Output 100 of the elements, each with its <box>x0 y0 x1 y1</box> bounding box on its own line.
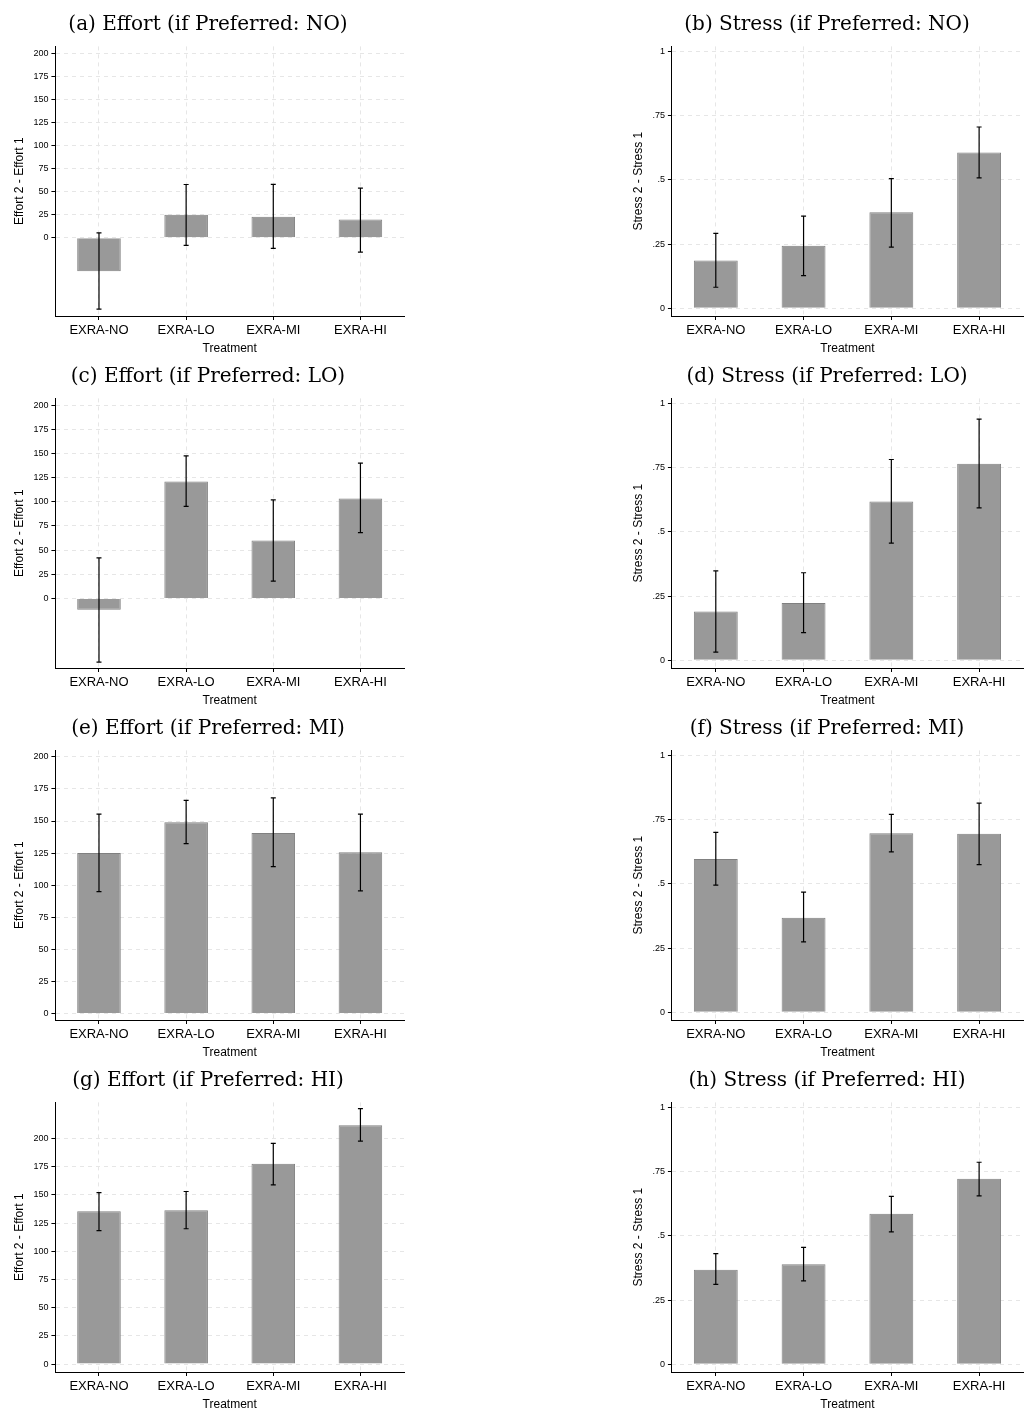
y-axis-title: Stress 2 - Stress 1 <box>630 483 645 583</box>
x-tick-label: EXRA-LO <box>775 1026 833 1042</box>
y-tick-label: 0 <box>659 1358 665 1369</box>
y-tick-label: 25 <box>38 568 49 579</box>
y-axis-title: Effort 2 - Effort 1 <box>11 489 26 577</box>
chart-title: (d) Stress (if Preferred: LO) <box>685 362 969 389</box>
y-tick-label: 75 <box>38 1273 49 1284</box>
x-tick-label: EXRA-LO <box>157 674 215 690</box>
y-tick-label: 1 <box>659 1102 665 1113</box>
y-tick-label: 0 <box>43 592 49 603</box>
y-tick-label: 200 <box>33 1132 49 1143</box>
y-tick-label: 0 <box>659 654 665 665</box>
y-tick-label: 125 <box>33 117 49 128</box>
x-tick-label: EXRA-HI <box>952 1026 1006 1042</box>
x-tick-label: EXRA-HI <box>952 674 1006 690</box>
y-axis-title: Effort 2 - Effort 1 <box>11 841 26 929</box>
y-tick-label: 0 <box>659 302 665 313</box>
y-tick-label: 125 <box>33 472 49 483</box>
y-tick-label: 175 <box>33 423 49 434</box>
y-tick-label: .25 <box>652 942 665 953</box>
x-tick-label: EXRA-LO <box>775 1378 833 1394</box>
y-tick-label: 75 <box>38 520 49 531</box>
x-tick-label: EXRA-MI <box>246 1378 301 1394</box>
y-tick-label: 50 <box>38 1302 49 1313</box>
y-tick-label: .5 <box>657 878 665 889</box>
y-tick-label: 150 <box>33 447 49 458</box>
y-tick-label: 25 <box>38 209 49 220</box>
x-tick-label: EXRA-NO <box>686 1378 746 1394</box>
x-tick-label: EXRA-MI <box>246 322 301 338</box>
y-tick-label: .5 <box>657 174 665 185</box>
x-tick-label: EXRA-HI <box>334 1026 387 1042</box>
y-tick-label: 25 <box>38 1330 49 1341</box>
x-tick-label: EXRA-MI <box>864 322 919 338</box>
y-axis-title: Effort 2 - Effort 1 <box>11 137 26 225</box>
y-tick-label: 200 <box>33 751 49 762</box>
y-tick-label: 1 <box>659 750 665 761</box>
y-tick-label: 50 <box>38 186 49 197</box>
x-tick-label: EXRA-HI <box>334 1378 387 1394</box>
x-tick-label: EXRA-MI <box>864 1026 919 1042</box>
y-tick-label: 100 <box>33 496 49 507</box>
x-tick-label: EXRA-MI <box>246 1026 301 1042</box>
chart-title: (c) Effort (if Preferred: LO) <box>69 362 347 389</box>
y-tick-label: 75 <box>38 163 49 174</box>
y-tick-label: 100 <box>33 1245 49 1256</box>
x-axis-title: Treatment <box>820 341 876 356</box>
x-tick-label: EXRA-NO <box>69 322 129 338</box>
y-tick-label: 125 <box>33 847 49 858</box>
x-axis-title: Treatment <box>820 1397 876 1412</box>
y-tick-label: .75 <box>652 462 665 473</box>
x-tick-label: EXRA-LO <box>775 674 833 690</box>
y-tick-label: .5 <box>657 526 665 537</box>
x-axis-title: Treatment <box>202 1397 258 1412</box>
y-tick-label: .75 <box>652 1166 665 1177</box>
x-axis-title: Treatment <box>202 693 258 708</box>
x-axis-title: Treatment <box>820 1045 876 1060</box>
chart-title: (b) Stress (if Preferred: NO) <box>683 10 971 37</box>
x-tick-label: EXRA-MI <box>246 674 301 690</box>
chart-title: (h) Stress (if Preferred: HI) <box>687 1066 967 1093</box>
y-tick-label: 1 <box>659 46 665 57</box>
y-tick-label: 200 <box>33 399 49 410</box>
y-tick-label: .25 <box>652 1294 665 1305</box>
y-tick-label: 200 <box>33 48 49 59</box>
x-tick-label: EXRA-NO <box>686 1026 746 1042</box>
x-tick-label: EXRA-HI <box>334 674 387 690</box>
y-tick-label: 150 <box>33 94 49 105</box>
y-tick-label: 175 <box>33 1161 49 1172</box>
x-tick-label: EXRA-HI <box>952 1378 1006 1394</box>
y-tick-label: .75 <box>652 110 665 121</box>
chart-title: (f) Stress (if Preferred: MI) <box>688 714 966 741</box>
x-axis-title: Treatment <box>820 693 876 708</box>
y-axis-title: Stress 2 - Stress 1 <box>630 835 645 935</box>
y-axis-title: Effort 2 - Effort 1 <box>11 1193 26 1281</box>
y-tick-label: 0 <box>43 232 49 243</box>
y-tick-label: .75 <box>652 814 665 825</box>
chart-title: (e) Effort (if Preferred: MI) <box>70 714 346 741</box>
x-tick-label: EXRA-LO <box>157 1378 215 1394</box>
y-tick-label: 50 <box>38 943 49 954</box>
y-tick-label: 150 <box>33 1189 49 1200</box>
y-tick-label: 50 <box>38 544 49 555</box>
y-tick-label: 0 <box>43 1358 49 1369</box>
chart-title: (a) Effort (if Preferred: NO) <box>67 10 349 37</box>
y-axis-title: Stress 2 - Stress 1 <box>630 1187 645 1287</box>
y-tick-label: 100 <box>33 140 49 151</box>
x-tick-label: EXRA-HI <box>334 322 387 338</box>
x-tick-label: EXRA-HI <box>952 322 1006 338</box>
x-tick-label: EXRA-NO <box>69 1378 129 1394</box>
x-tick-label: EXRA-MI <box>864 674 919 690</box>
y-tick-label: .5 <box>657 1230 665 1241</box>
x-tick-label: EXRA-LO <box>157 322 215 338</box>
y-tick-label: 1 <box>659 398 665 409</box>
y-tick-label: 175 <box>33 783 49 794</box>
x-tick-label: EXRA-NO <box>69 1026 129 1042</box>
x-axis-title: Treatment <box>202 1045 258 1060</box>
x-tick-label: EXRA-LO <box>775 322 833 338</box>
x-tick-label: EXRA-NO <box>686 322 746 338</box>
x-tick-label: EXRA-LO <box>157 1026 215 1042</box>
x-tick-label: EXRA-MI <box>864 1378 919 1394</box>
y-axis-title: Stress 2 - Stress 1 <box>630 131 645 231</box>
y-tick-label: 175 <box>33 71 49 82</box>
y-tick-label: 100 <box>33 879 49 890</box>
